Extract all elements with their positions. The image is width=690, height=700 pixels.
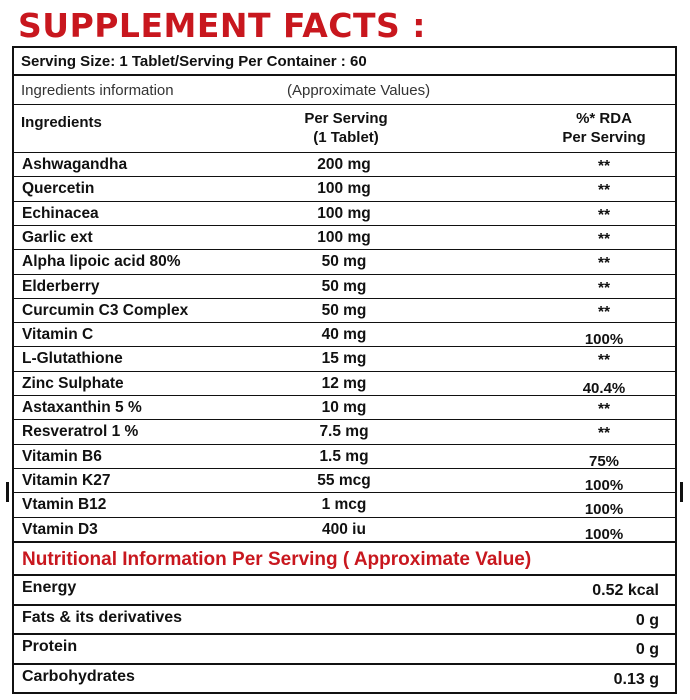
right-edge-mark <box>680 482 683 502</box>
left-edge-mark <box>6 482 9 502</box>
column-header-row: Ingredients Per Serving (1 Tablet) %* RD… <box>14 104 675 152</box>
ingredient-rda: ** <box>597 303 611 321</box>
ingredient-row: Vitamin B6 1.5 mg 75% <box>14 443 675 470</box>
ingredient-row: Echinacea 100 mg ** <box>14 200 675 225</box>
ingredient-rda: ** <box>597 279 611 297</box>
nutrient-name: Protein <box>22 638 78 655</box>
ingredient-name: Vtamin D3 <box>22 520 98 538</box>
ingredient-rda: 40.4% <box>582 379 626 397</box>
supplement-facts-title: SUPPLEMENT FACTS : <box>18 6 426 45</box>
rda-header-line1: %* RDA <box>576 110 632 127</box>
ingredient-name: Zinc Sulphate <box>22 374 124 392</box>
nutrient-name: Carbohydrates <box>22 667 135 685</box>
rda-column-header: %* RDA Per Serving <box>539 109 669 147</box>
ingredient-amount: 50 mg <box>321 301 367 319</box>
ingredient-amount: 1 mcg <box>321 496 367 514</box>
ingredient-row: Resveratrol 1 % 7.5 mg ** <box>14 419 675 443</box>
ingredient-rda: 75% <box>588 452 620 470</box>
nutrient-value: 0 g <box>635 611 659 629</box>
nutrient-value: 0.13 g <box>613 670 659 688</box>
ingredient-rda: 100% <box>584 331 624 349</box>
ingredient-rda: ** <box>597 158 611 175</box>
ingredient-amount: 100 mg <box>317 180 371 198</box>
ingredient-rda: ** <box>597 352 611 370</box>
ingredient-amount: 400 iu <box>322 520 366 538</box>
ingredient-name: Quercetin <box>22 180 95 198</box>
ingredients-information-label: Ingredients information <box>21 82 174 99</box>
per-serving-header-line1: Per Serving <box>304 110 388 127</box>
ingredient-name: Alpha lipoic acid 80% <box>22 253 181 271</box>
ingredient-row: Garlic ext 100 mg ** <box>14 224 675 249</box>
serving-size-row: Serving Size: 1 Tablet/Serving Per Conta… <box>14 48 675 74</box>
serving-size-text: Serving Size: 1 Tablet/Serving Per Conta… <box>21 53 367 70</box>
ingredient-amount: 1.5 mg <box>319 447 369 465</box>
nutrient-name: Energy <box>22 579 77 596</box>
ingredient-name: Resveratrol 1 % <box>22 423 139 441</box>
ingredient-name: Astaxanthin 5 % <box>22 399 142 416</box>
ingredient-name: Echinacea <box>22 204 99 222</box>
ingredient-row: Elderberry 50 mg ** <box>14 273 675 298</box>
per-serving-header-line2: (1 Tablet) <box>313 129 379 146</box>
nutrition-section-title: Nutritional Information Per Serving ( Ap… <box>22 549 532 570</box>
nutrient-value: 0 g <box>635 641 659 658</box>
ingredient-name: Vitamin K27 <box>22 471 111 489</box>
approximate-values-label: (Approximate Values) <box>287 82 431 99</box>
ingredient-row: Ashwagandha 200 mg ** <box>14 152 675 176</box>
ingredient-amount: 200 mg <box>317 156 371 173</box>
ingredient-amount: 100 mg <box>317 228 371 246</box>
ingredient-row: Vtamin B12 1 mcg 100% <box>14 492 675 519</box>
ingredient-name: Elderberry <box>22 277 100 295</box>
per-serving-column-header: Per Serving (1 Tablet) <box>276 109 416 147</box>
ingredient-amount: 100 mg <box>317 204 371 222</box>
ingredient-name: Curcumin C3 Complex <box>22 301 189 319</box>
nutrient-value: 0.52 kcal <box>592 582 659 599</box>
ingredient-rda: 100% <box>584 501 624 519</box>
nutrient-name: Fats & its derivatives <box>22 608 183 626</box>
ingredient-amount: 50 mg <box>321 253 367 271</box>
nutrition-title-row: Nutritional Information Per Serving ( Ap… <box>14 541 675 574</box>
ingredient-amount: 55 mcg <box>317 471 371 489</box>
ingredient-row: Astaxanthin 5 % 10 mg ** <box>14 395 675 419</box>
ingredient-row: Vitamin K27 55 mcg 100% <box>14 467 675 494</box>
ingredients-information-row: Ingredients information (Approximate Val… <box>14 74 675 104</box>
ingredient-row: Vitamin C 40 mg 100% <box>14 322 675 349</box>
ingredient-rda: 100% <box>584 525 624 543</box>
ingredient-amount: 10 mg <box>321 399 367 416</box>
ingredient-amount: 15 mg <box>321 350 367 368</box>
ingredient-row: Curcumin C3 Complex 50 mg ** <box>14 297 675 322</box>
nutrition-row: Protein 0 g <box>14 633 675 663</box>
ingredient-row: Quercetin 100 mg ** <box>14 176 675 200</box>
ingredient-row: Zinc Sulphate 12 mg 40.4% <box>14 370 675 397</box>
nutrition-row: Energy 0.52 kcal <box>14 574 675 604</box>
ingredient-rda: 100% <box>584 476 624 494</box>
ingredient-amount: 40 mg <box>321 326 367 344</box>
ingredient-row: Vtamin D3 400 iu 100% <box>14 516 675 543</box>
ingredient-rda: ** <box>597 425 611 443</box>
nutrition-row: Fats & its derivatives 0 g <box>14 603 675 634</box>
ingredient-name: Vtamin B12 <box>22 496 107 514</box>
ingredient-rda: ** <box>597 182 611 200</box>
ingredients-column-header: Ingredients <box>21 114 102 131</box>
ingredient-name: Ashwagandha <box>22 156 128 173</box>
ingredient-row: Alpha lipoic acid 80% 50 mg ** <box>14 249 675 273</box>
ingredient-amount: 12 mg <box>321 374 367 392</box>
ingredient-amount: 50 mg <box>321 277 367 295</box>
ingredient-rda: ** <box>597 230 611 248</box>
ingredient-name: Vitamin B6 <box>22 447 102 465</box>
ingredient-name: Vitamin C <box>22 326 94 344</box>
ingredient-amount: 7.5 mg <box>319 423 369 441</box>
ingredient-name: L-Glutathione <box>22 350 123 368</box>
ingredient-rda: ** <box>597 401 611 418</box>
ingredient-row: L-Glutathione 15 mg ** <box>14 346 675 370</box>
rda-header-line2: Per Serving <box>562 129 646 146</box>
ingredient-name: Garlic ext <box>22 228 93 246</box>
nutrition-row: Carbohydrates 0.13 g <box>14 662 675 693</box>
ingredient-rda: ** <box>597 255 611 273</box>
supplement-facts-panel: Serving Size: 1 Tablet/Serving Per Conta… <box>12 46 677 694</box>
ingredient-rda: ** <box>597 206 611 224</box>
